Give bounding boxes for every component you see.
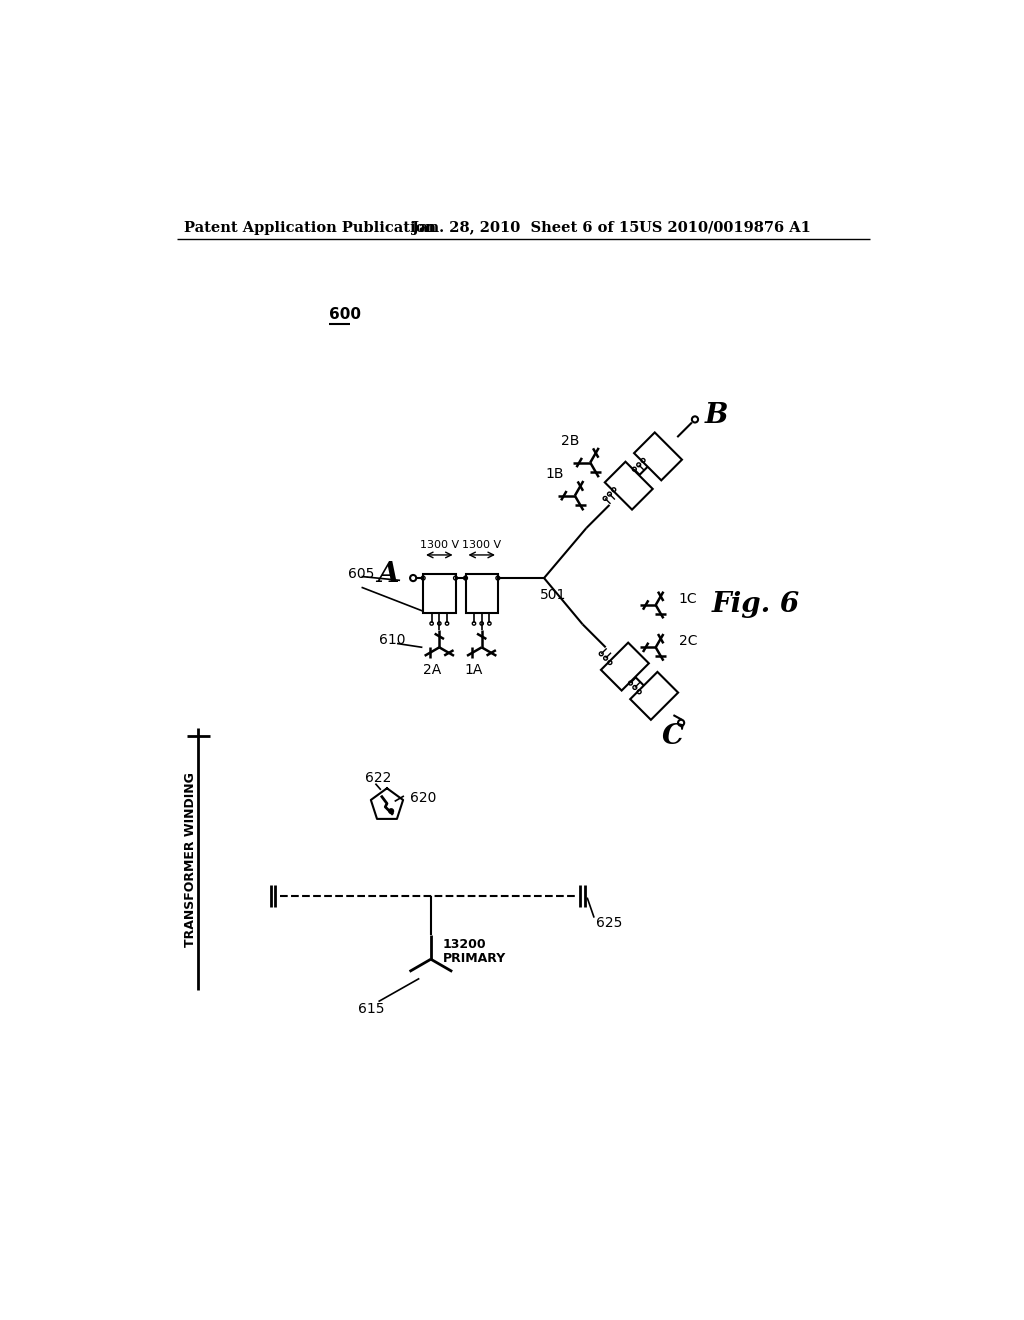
Text: 622: 622 [366, 771, 392, 785]
Text: 1A: 1A [465, 664, 483, 677]
Bar [423, 574, 456, 612]
Text: 501: 501 [541, 587, 566, 602]
Text: A: A [377, 561, 398, 587]
Polygon shape [630, 672, 678, 719]
Bar [466, 574, 498, 612]
Text: 1300 V: 1300 V [420, 540, 459, 549]
Polygon shape [601, 643, 649, 690]
Text: 625: 625 [596, 916, 623, 931]
Text: 2B: 2B [561, 434, 580, 447]
Text: 1B: 1B [546, 467, 564, 480]
Text: 2A: 2A [423, 664, 440, 677]
Text: 600: 600 [330, 306, 361, 322]
Text: Fig. 6: Fig. 6 [712, 591, 800, 619]
Text: B: B [705, 403, 728, 429]
Text: 1C: 1C [679, 591, 697, 606]
Text: 610: 610 [379, 632, 406, 647]
Circle shape [389, 809, 393, 813]
Text: 13200
PRIMARY: 13200 PRIMARY [442, 937, 506, 965]
Text: Jan. 28, 2010  Sheet 6 of 15: Jan. 28, 2010 Sheet 6 of 15 [412, 220, 639, 235]
Text: US 2010/0019876 A1: US 2010/0019876 A1 [639, 220, 811, 235]
Text: C: C [662, 723, 684, 750]
Text: 620: 620 [410, 791, 436, 804]
Text: 615: 615 [357, 1002, 384, 1016]
Text: TRANSFORMER WINDING: TRANSFORMER WINDING [184, 772, 197, 946]
Text: 605: 605 [348, 568, 374, 581]
Polygon shape [605, 462, 652, 510]
Text: Patent Application Publication: Patent Application Publication [184, 220, 436, 235]
Polygon shape [634, 433, 682, 480]
Text: 1300 V: 1300 V [462, 540, 501, 549]
Text: 2C: 2C [679, 634, 697, 648]
